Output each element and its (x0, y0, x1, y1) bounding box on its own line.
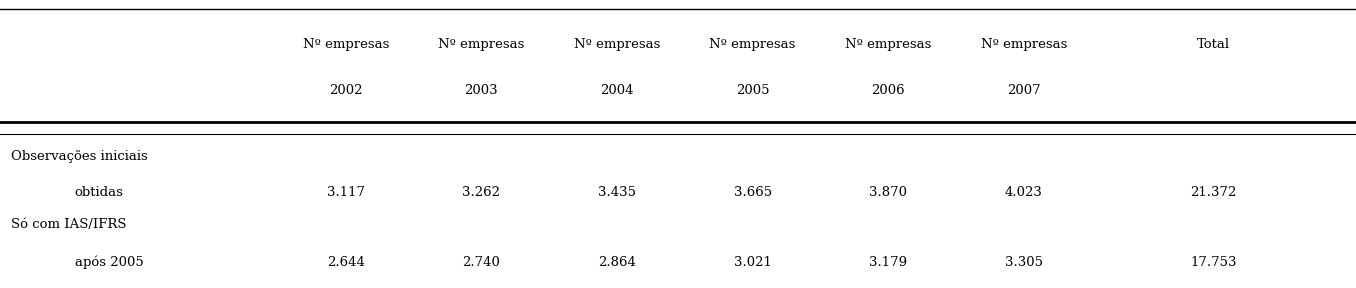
Text: 2.644: 2.644 (327, 255, 365, 269)
Text: 3.665: 3.665 (734, 186, 772, 200)
Text: obtidas: obtidas (75, 186, 123, 200)
Text: Só com IAS/IFRS: Só com IAS/IFRS (11, 218, 126, 231)
Text: 2.740: 2.740 (462, 255, 500, 269)
Text: 2005: 2005 (736, 84, 769, 97)
Text: 4.023: 4.023 (1005, 186, 1043, 200)
Text: Nº empresas: Nº empresas (980, 38, 1067, 51)
Text: 3.305: 3.305 (1005, 255, 1043, 269)
Text: 3.435: 3.435 (598, 186, 636, 200)
Text: 2003: 2003 (465, 84, 498, 97)
Text: 2004: 2004 (601, 84, 633, 97)
Text: Nº empresas: Nº empresas (574, 38, 660, 51)
Text: Nº empresas: Nº empresas (438, 38, 525, 51)
Text: 21.372: 21.372 (1191, 186, 1237, 200)
Text: 3.021: 3.021 (734, 255, 772, 269)
Text: 2.864: 2.864 (598, 255, 636, 269)
Text: Nº empresas: Nº empresas (709, 38, 796, 51)
Text: 3.870: 3.870 (869, 186, 907, 200)
Text: 2002: 2002 (330, 84, 362, 97)
Text: Observações iniciais: Observações iniciais (11, 150, 148, 164)
Text: 2007: 2007 (1008, 84, 1040, 97)
Text: Nº empresas: Nº empresas (845, 38, 932, 51)
Text: 3.117: 3.117 (327, 186, 365, 200)
Text: 17.753: 17.753 (1191, 255, 1237, 269)
Text: 2006: 2006 (872, 84, 904, 97)
Text: após 2005: após 2005 (75, 255, 144, 269)
Text: Total: Total (1197, 38, 1230, 51)
Text: 3.179: 3.179 (869, 255, 907, 269)
Text: 3.262: 3.262 (462, 186, 500, 200)
Text: Nº empresas: Nº empresas (302, 38, 389, 51)
